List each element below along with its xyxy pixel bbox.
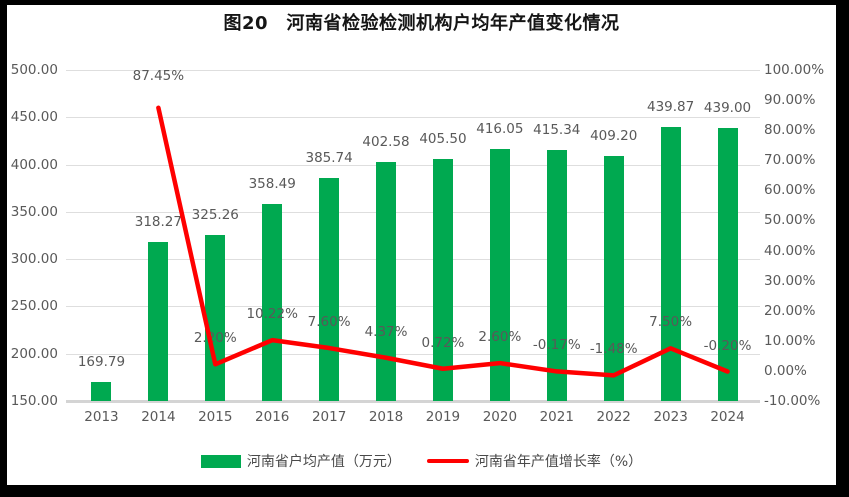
legend-item-line-series: 河南省年产值增长率（%） [426,451,643,471]
bar [205,235,226,401]
x-axis-tick-label: 2023 [653,409,688,425]
gridline [66,353,760,355]
bar-value-label: 169.79 [77,354,126,371]
gridline [66,306,760,308]
left-axis-tick-label: 350.00 [10,203,58,220]
gridline [66,70,760,71]
line-series-swatch-icon [426,459,469,463]
left-axis-tick-label: 500.00 [10,62,58,78]
line-value-label: 7.50% [649,314,693,331]
x-axis-tick-label: 2020 [482,409,518,425]
bar [262,203,283,401]
bar [432,159,453,401]
left-axis-tick-label: 450.00 [10,109,58,126]
legend: 河南省户均产值（万元） 河南省年产值增长率（%） [7,451,836,471]
bar [489,149,510,401]
left-axis-tick-label: 400.00 [10,156,58,173]
bar [148,241,169,401]
x-axis-tick-label: 2019 [425,409,461,425]
bar-value-label: 385.74 [305,150,353,167]
x-axis-line [66,400,760,403]
right-axis-tick-label: -10.00% [764,393,821,409]
right-axis-tick-label: 0.00% [764,362,807,379]
right-axis-tick-label: 40.00% [764,242,816,259]
right-axis-tick-label: 30.00% [764,272,816,289]
bar-series-swatch-icon [200,454,241,468]
bar-value-label: 439.00 [703,99,752,116]
line-value-label: 87.45% [132,67,185,84]
bar [376,162,397,401]
bar [319,178,340,401]
gridline [66,211,760,213]
bar [546,150,567,401]
chart-title: 图20 河南省检验检测机构户均年产值变化情况 [223,13,620,34]
x-axis-tick-label: 2013 [84,409,119,425]
x-axis-tick-label: 2017 [311,409,347,425]
x-axis-tick-label: 2022 [596,409,631,425]
bar [717,127,738,401]
bar-value-label: 325.26 [191,207,239,224]
legend-item-bar-series: 河南省户均产值（万元） [200,451,401,471]
gridline [66,259,760,261]
bar [91,382,112,401]
x-axis-tick-label: 2015 [198,409,233,425]
right-axis-tick-label: 10.00% [764,332,816,349]
bar-value-label: 358.49 [248,175,296,192]
legend-label-bar-series: 河南省户均产值（万元） [246,454,401,470]
left-axis-tick-label: 150.00 [10,393,58,409]
right-axis-tick-label: 90.00% [764,92,816,109]
line-value-label: 2.20% [193,330,237,347]
right-axis-tick-label: 50.00% [764,212,816,229]
x-axis-tick-label: 2018 [368,409,404,425]
bar [603,155,624,401]
right-axis-tick-label: 20.00% [764,302,816,319]
plot-area: 500.00 450.00 400.00 350.00 300.00 250.00 200.… [7,5,836,485]
bar-value-label: 409.20 [590,127,638,144]
right-axis-tick-label: 80.00% [764,122,816,139]
legend-label-line-series: 河南省年产值增长率（%） [474,454,643,470]
line-value-label: -0.20% [703,337,752,354]
gridline [66,164,760,166]
bar [660,126,681,401]
left-axis-tick-label: 300.00 [10,251,58,268]
right-axis-tick-label: 70.00% [764,152,816,169]
right-axis-tick-label: 100.00% [764,62,825,78]
chart-frame: 图20 河南省检验检测机构户均年产值变化情况 500.00 450.00 400.0… [7,5,836,485]
line-value-label: -1.48% [589,341,638,358]
left-axis-tick-label: 250.00 [10,298,58,315]
gridline [66,117,760,119]
x-axis-tick-label: 2024 [710,409,745,425]
x-axis-tick-label: 2014 [141,409,176,425]
right-axis-tick-label: 60.00% [764,182,816,199]
left-axis-tick-label: 200.00 [10,345,58,362]
x-axis-tick-label: 2021 [539,409,574,425]
x-axis-tick-label: 2016 [255,409,290,425]
